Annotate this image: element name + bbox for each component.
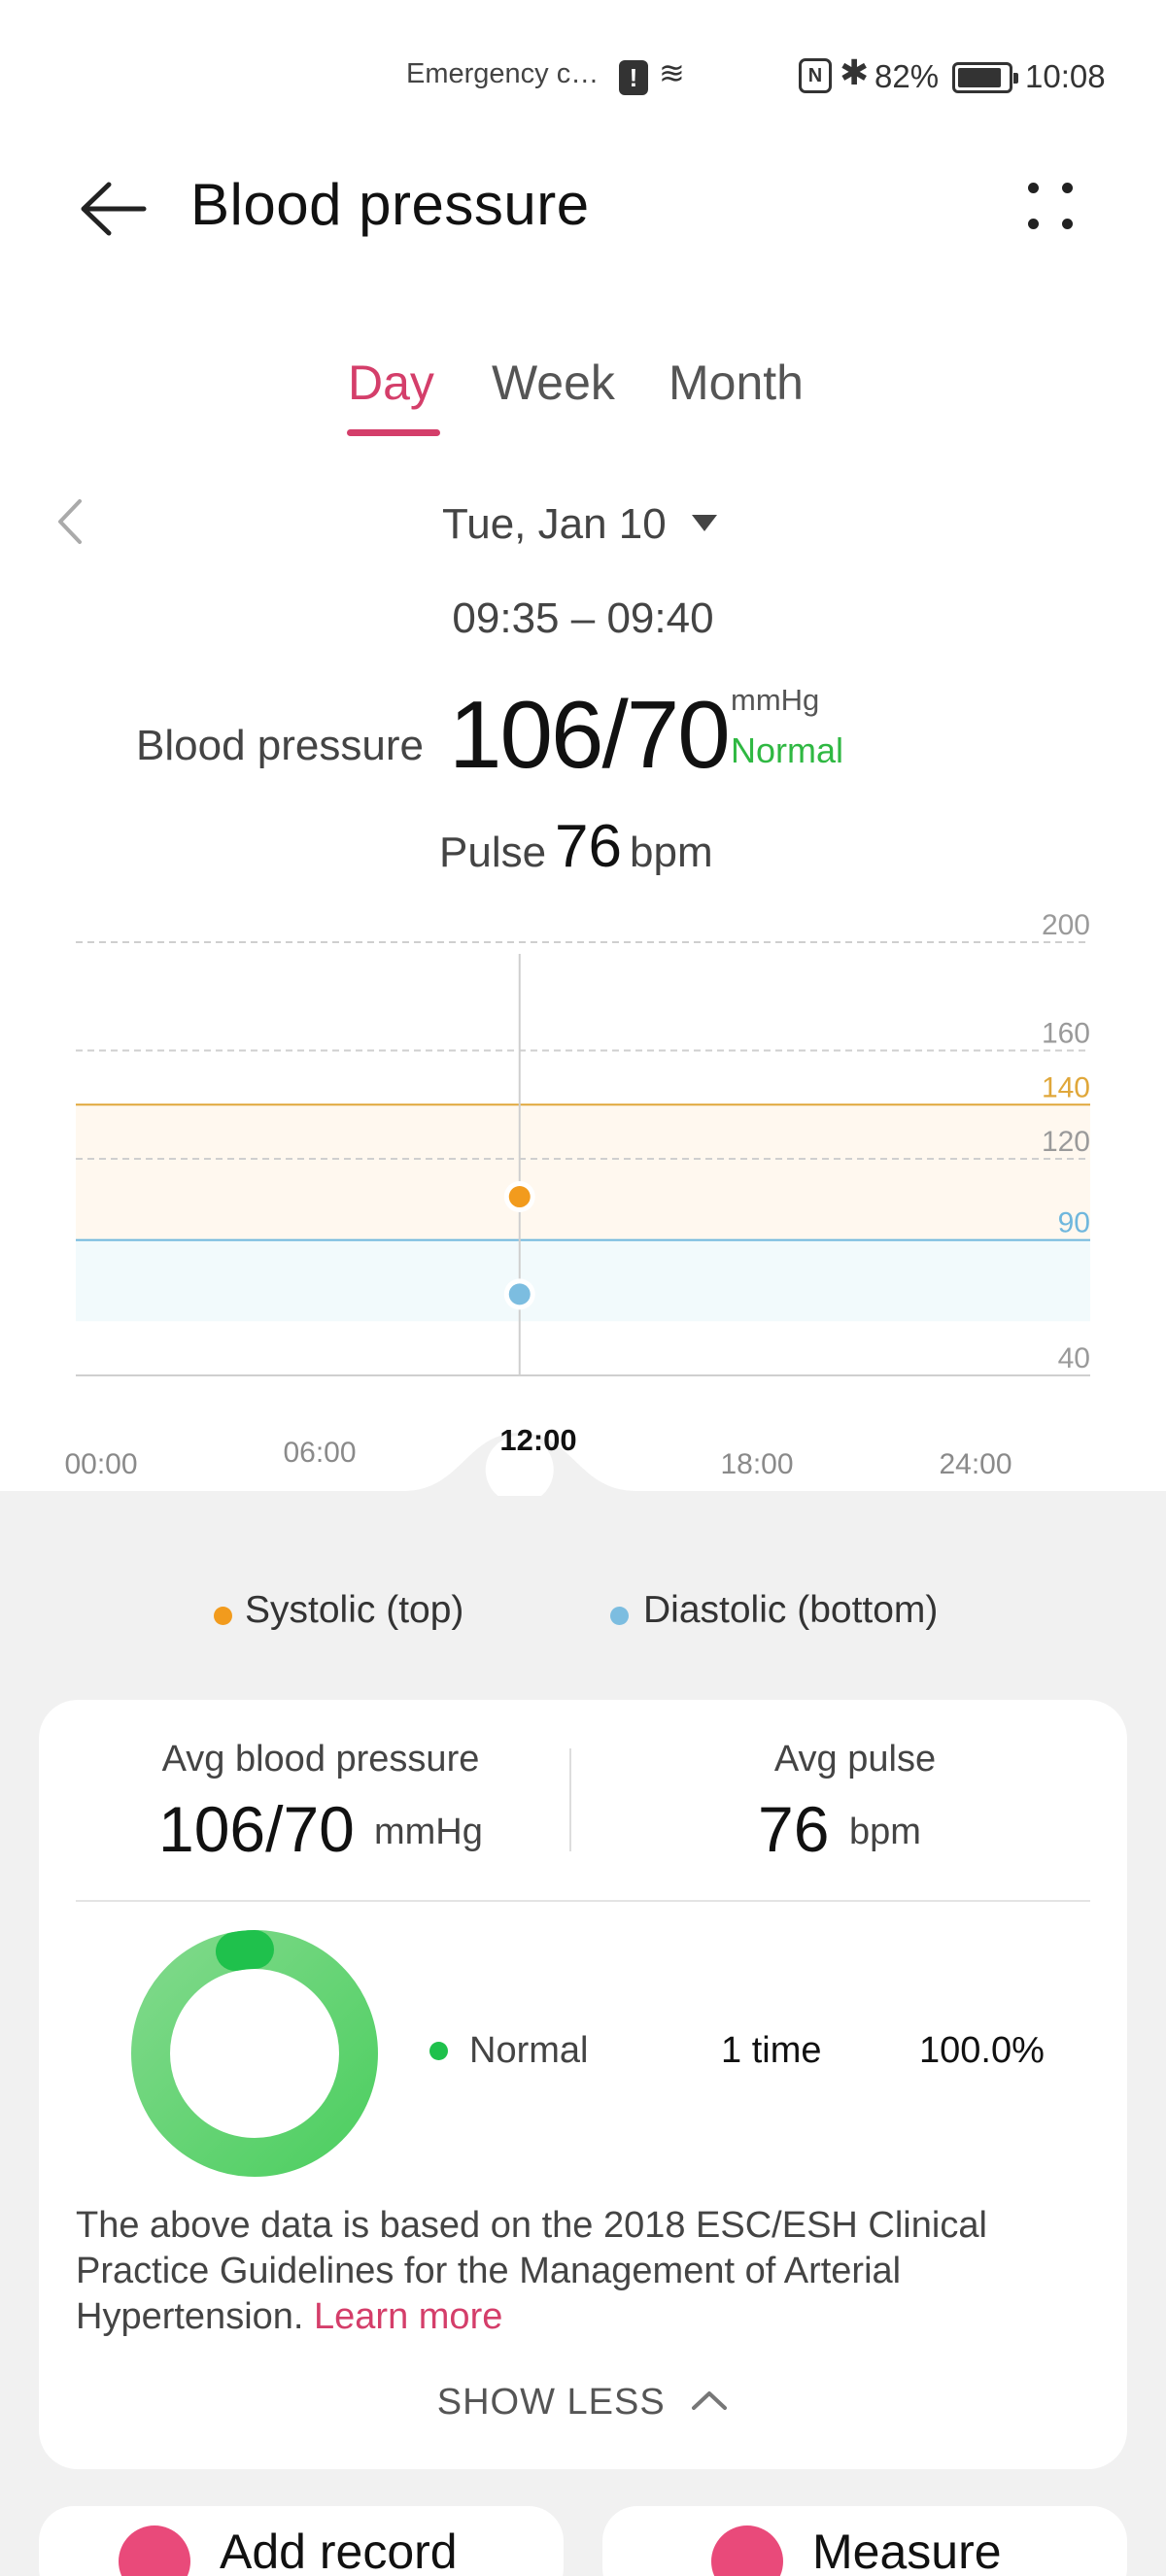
donut-start-cap (216, 1930, 274, 1971)
distribution-label: Normal (469, 2030, 589, 2071)
measure-button[interactable]: Measure (602, 2506, 1127, 2576)
x-tick-label: 00:00 (64, 1448, 137, 1480)
diastolic-legend-dot (610, 1607, 629, 1625)
avg-bp-label: Avg blood pressure (161, 1739, 480, 1779)
more-options-icon[interactable] (1018, 175, 1086, 243)
emergency-status-text: Emergency c… (406, 58, 600, 89)
pulse-value: 76 (555, 813, 622, 880)
low-range-band (76, 1239, 1090, 1322)
summary-card: Avg blood pressure 106/70 mmHg Avg pulse… (39, 1700, 1127, 2469)
avg-pulse-label: Avg pulse (773, 1739, 937, 1779)
timeline-slider-knob[interactable] (485, 1436, 554, 1496)
blood-pressure-chart[interactable]: 200 160 140 120 90 40 00:00 06:00 12:00 18:00 24:0… (0, 913, 1166, 1496)
page-title: Blood pressure (190, 172, 590, 237)
back-arrow-icon[interactable] (76, 175, 150, 243)
legend-systolic: Systolic (top) (245, 1589, 464, 1631)
normal-legend-dot (429, 2042, 448, 2060)
show-less-label: SHOW LESS (436, 2382, 666, 2423)
data-point (508, 1186, 531, 1208)
bp-status: Normal (731, 730, 844, 770)
period-tabs: Day Week Month (0, 355, 1166, 442)
systolic-legend-dot (214, 1607, 232, 1625)
guideline-note: The above data is based on the 2018 ESC/… (76, 2203, 1096, 2340)
show-less-button[interactable]: SHOW LESS (39, 2382, 1127, 2423)
y-tick-label: 120 (1042, 1126, 1090, 1158)
alert-icon: ! (619, 60, 648, 95)
x-tick-label: 24:00 (939, 1448, 1012, 1480)
timeline-slider-track (0, 1433, 1166, 1496)
y-tick-label: 90 (1058, 1207, 1090, 1239)
measure-icon (711, 2525, 783, 2576)
legend-diastolic: Diastolic (bottom) (643, 1589, 939, 1631)
add-record-button[interactable]: Add record (39, 2506, 564, 2576)
guideline-text: The above data is based on the 2018 ESC/… (76, 2205, 987, 2337)
learn-more-link[interactable]: Learn more (314, 2296, 503, 2337)
avg-divider (569, 1748, 571, 1851)
x-tick-label: 12:00 (499, 1423, 576, 1457)
bp-unit: mmHg (731, 683, 820, 717)
chart-legend: Systolic (top) Diastolic (bottom) (0, 1589, 1166, 1647)
caret-down-icon[interactable] (692, 515, 717, 531)
bp-label: Blood pressure (136, 722, 424, 769)
donut-ring-normal (131, 1930, 378, 2177)
avg-pulse-unit: bpm (849, 1812, 921, 1852)
tab-day[interactable]: Day (348, 356, 434, 410)
distribution-count: 1 time (721, 2030, 822, 2071)
avg-pulse-value: 76 (758, 1793, 830, 1865)
add-record-icon (119, 2525, 190, 2576)
normal-range-band (76, 1104, 1090, 1240)
y-tick-label: 160 (1042, 1018, 1090, 1050)
pulse-label: Pulse (439, 829, 547, 876)
avg-bp-value: 106/70 (158, 1793, 355, 1865)
card-divider (76, 1900, 1090, 1902)
status-bar: Emergency c… ! ≋ N ✱ 82% 10:08 (0, 51, 1166, 105)
x-tick-label: 06:00 (283, 1437, 356, 1469)
distribution-percent: 100.0% (919, 2030, 1045, 2071)
nfc-icon: N (799, 58, 832, 93)
distribution-donut-chart (131, 1930, 378, 2177)
data-point (508, 1283, 531, 1305)
y-tick-label: 40 (1058, 1342, 1090, 1374)
battery-percent: 82% (874, 58, 940, 94)
y-tick-label: 140 (1042, 1071, 1090, 1103)
previous-day-chevron-icon[interactable] (51, 497, 89, 546)
y-tick-label: 200 (1042, 913, 1090, 941)
date-selector[interactable]: Tue, Jan 10 (442, 500, 667, 548)
bluetooth-icon: ✱ (840, 52, 870, 92)
battery-icon (952, 62, 1018, 93)
pulse-unit: bpm (630, 829, 713, 876)
avg-bp-unit: mmHg (374, 1812, 483, 1852)
chevron-up-icon (692, 2390, 728, 2410)
tab-week[interactable]: Week (492, 356, 615, 410)
measure-label: Measure (812, 2525, 1002, 2576)
reading-time-range: 09:35 – 09:40 (452, 594, 714, 642)
add-record-label: Add record (220, 2525, 458, 2576)
tab-active-indicator (347, 429, 440, 436)
bp-value: 106/70 (449, 681, 731, 788)
x-tick-label: 18:00 (720, 1448, 793, 1480)
health-sync-icon: ≋ (659, 55, 685, 90)
clock-time: 10:08 (1025, 58, 1106, 94)
tab-month[interactable]: Month (669, 356, 804, 410)
